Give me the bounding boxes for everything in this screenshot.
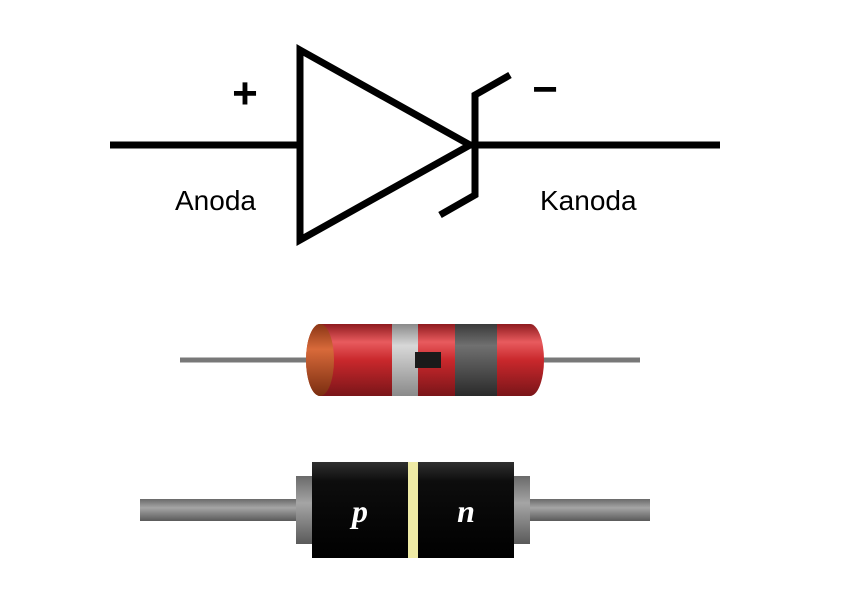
diagram-svg: + − Anoda Kanoda	[0, 0, 862, 609]
component-band-1	[392, 324, 418, 396]
component-band-2	[455, 324, 497, 396]
pn-junction-structure: p n	[140, 462, 650, 558]
diode-diagram-container: + − Anoda Kanoda	[0, 0, 862, 609]
minus-symbol: −	[532, 65, 558, 114]
pn-lead-right	[520, 499, 650, 521]
p-label: p	[349, 493, 368, 529]
plus-symbol: +	[232, 69, 258, 118]
physical-component	[180, 324, 640, 396]
left-cap-face	[306, 324, 334, 396]
right-cap	[516, 324, 544, 396]
n-label: n	[457, 493, 475, 529]
pn-lead-left	[140, 499, 305, 521]
component-center-mark	[415, 352, 441, 368]
cathode-label: Kanoda	[540, 185, 637, 216]
anode-label: Anoda	[175, 185, 256, 216]
schematic-symbol: + − Anoda Kanoda	[110, 50, 720, 240]
pn-junction	[408, 462, 418, 558]
